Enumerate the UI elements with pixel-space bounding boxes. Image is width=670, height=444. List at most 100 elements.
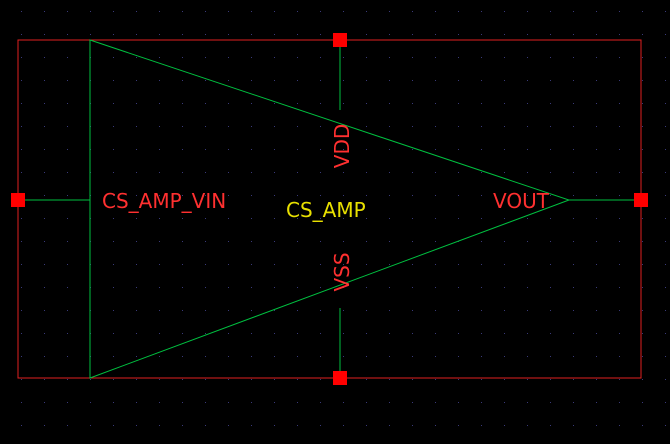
grid-dot: [504, 103, 505, 104]
grid-dot: [136, 402, 137, 403]
grid-dot: [596, 126, 597, 127]
grid-dot: [136, 126, 137, 127]
grid-dot: [619, 195, 620, 196]
grid-dot: [159, 80, 160, 81]
grid-dot: [458, 195, 459, 196]
grid-dot: [297, 195, 298, 196]
grid-dot: [665, 149, 666, 150]
grid-dot: [435, 425, 436, 426]
grid-dot: [251, 149, 252, 150]
grid-dot: [596, 287, 597, 288]
grid-dot: [504, 34, 505, 35]
grid-dot: [205, 310, 206, 311]
grid-dot: [481, 425, 482, 426]
grid-dot: [412, 379, 413, 380]
grid-dot: [366, 264, 367, 265]
grid-dot: [527, 126, 528, 127]
grid-dot: [527, 149, 528, 150]
symbol-bounding-box: [17, 39, 642, 379]
grid-dot: [228, 264, 229, 265]
grid-dot: [44, 149, 45, 150]
grid-dot: [642, 80, 643, 81]
grid-dot: [619, 379, 620, 380]
grid-dot: [435, 195, 436, 196]
grid-dot: [596, 34, 597, 35]
grid-dot: [67, 172, 68, 173]
grid-dot: [159, 103, 160, 104]
grid-dot: [228, 126, 229, 127]
grid-dot: [366, 149, 367, 150]
grid-dot: [159, 264, 160, 265]
grid-dot: [481, 80, 482, 81]
grid-dot: [320, 218, 321, 219]
output-pin-label: VOUT: [493, 189, 550, 213]
grid-dot: [343, 195, 344, 196]
grid-dot: [366, 425, 367, 426]
grid-dot: [596, 195, 597, 196]
grid-dot: [113, 333, 114, 334]
grid-dot: [182, 218, 183, 219]
grid-dot: [550, 218, 551, 219]
grid-dot: [458, 57, 459, 58]
grid-dot: [21, 356, 22, 357]
grid-dot: [389, 333, 390, 334]
grid-dot: [343, 287, 344, 288]
grid-dot: [343, 149, 344, 150]
grid-dot: [527, 264, 528, 265]
grid-dot: [504, 172, 505, 173]
grid-dot: [274, 310, 275, 311]
grid-dot: [159, 126, 160, 127]
grid-dot: [320, 126, 321, 127]
grid-dot: [435, 11, 436, 12]
grid-dot: [44, 333, 45, 334]
grid-dot: [297, 218, 298, 219]
grid-dot: [67, 149, 68, 150]
grid-dot: [44, 218, 45, 219]
grid-dot: [642, 356, 643, 357]
grid-dot: [113, 126, 114, 127]
grid-dot: [274, 34, 275, 35]
grid-dot: [136, 80, 137, 81]
grid-dot: [67, 103, 68, 104]
grid-dot: [113, 11, 114, 12]
grid-dot: [343, 425, 344, 426]
grid-dot: [159, 11, 160, 12]
grid-dot: [205, 80, 206, 81]
grid-dot: [619, 356, 620, 357]
grid-dot: [619, 218, 620, 219]
grid-dot: [550, 57, 551, 58]
grid-dot: [274, 287, 275, 288]
grid-dot: [481, 149, 482, 150]
grid-dot: [228, 379, 229, 380]
input-pin-marker[interactable]: [11, 193, 25, 207]
grid-dot: [642, 11, 643, 12]
output-pin-marker[interactable]: [634, 193, 648, 207]
grid-dot: [504, 149, 505, 150]
grid-dot: [504, 287, 505, 288]
grid-dot: [642, 310, 643, 311]
grid-dot: [389, 34, 390, 35]
grid-dot: [527, 402, 528, 403]
grid-dot: [251, 425, 252, 426]
grid-dot: [550, 241, 551, 242]
grid-dot: [389, 195, 390, 196]
grid-dot: [113, 57, 114, 58]
grid-dot: [320, 241, 321, 242]
grid-dot: [21, 11, 22, 12]
grid-dot: [44, 80, 45, 81]
grid-dot: [504, 333, 505, 334]
ground-pin-marker[interactable]: [333, 371, 347, 385]
grid-dot: [366, 402, 367, 403]
grid-dot: [274, 172, 275, 173]
grid-dot: [573, 149, 574, 150]
grid-dot: [205, 149, 206, 150]
grid-dot: [573, 333, 574, 334]
grid-dot: [458, 310, 459, 311]
grid-dot: [113, 287, 114, 288]
grid-dot: [596, 379, 597, 380]
grid-dot: [205, 287, 206, 288]
grid-dot: [21, 425, 22, 426]
supply-pin-marker[interactable]: [333, 33, 347, 47]
grid-dot: [458, 287, 459, 288]
